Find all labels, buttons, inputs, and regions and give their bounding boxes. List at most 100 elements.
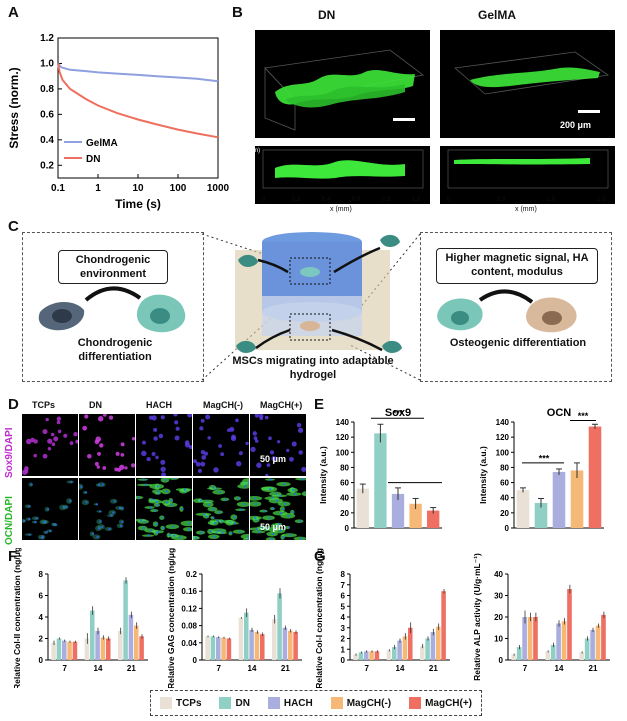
col1-bar [397,640,402,660]
alp-bar [522,617,527,660]
nucleus-dot [158,433,164,439]
col1-y-tick-label: 5 [341,602,346,611]
col2-bar [100,637,106,660]
nucleus-dot [94,439,100,445]
alp-y-tick-label: 20 [494,613,503,622]
nucleus-dot [84,491,88,494]
alp-y-tick-label: 10 [494,635,503,644]
nucleus-dot [115,451,120,456]
b-scale-label: 200 μm [560,120,592,130]
b-x-tick-label: 0.5 [497,197,506,203]
panel-label-b: B [232,4,243,21]
b-x-tick-label: 0.8 [382,197,391,203]
ocn-stain [293,536,306,540]
ocn-y-label: Intensity (a.u.) [478,446,488,504]
alp-y-tick-label: 30 [494,592,503,601]
migration-arrow-icon [331,328,383,352]
chondrocyte-cell-icon [38,301,85,331]
nucleus-dot [298,450,303,455]
col1-bar [369,651,374,660]
panel-label-c: C [8,218,19,235]
nucleus-dot [244,485,247,488]
a-y-tick-label: 1.2 [40,33,54,44]
d-column-label: HACH [146,400,172,410]
nucleus-dot [47,438,53,444]
sox9-bar [409,503,422,528]
nucleus-dot [112,511,115,514]
nucleus-dot [271,456,277,462]
nucleus-dot [57,429,62,434]
ocn-stain [168,478,179,480]
col1-y-tick-label: 0 [341,656,346,665]
nucleus-dot [96,465,100,469]
nucleus-dot [108,527,111,531]
nucleus-dot [245,441,249,445]
nucleus-dot [254,414,260,418]
col2-y-tick-label: 8 [39,570,44,579]
micrograph-render [82,414,135,472]
ocn-sig-label: *** [539,453,550,463]
nucleus-dot [28,533,31,536]
nucleus-dot [230,435,237,441]
a-x-tick-label: 1 [95,183,101,194]
nucleus-dot [160,415,165,420]
nucleus-dot [282,535,285,539]
col1-y-tick-label: 4 [341,613,346,622]
nucleus-dot [184,440,190,445]
nucleus-dot [174,435,180,441]
nucleus-dot [233,516,237,519]
panel-label-f: F [8,548,18,565]
hydrogel-cylinder [235,232,390,350]
ocn-micrograph [193,478,249,540]
ocn-title: OCN [547,407,572,419]
col1-bar [420,646,425,660]
gag-bar [277,593,282,660]
micrograph-render [193,414,249,473]
ocn-row-label: OCN/DAPI [4,496,15,545]
nucleus-dot [151,415,157,421]
nucleus-dot [212,486,215,489]
col1-y-tick-label: 1 [341,645,346,654]
b-x-tick-label: 0.6 [352,197,361,203]
col2-bar [51,642,56,660]
gag-bar [216,637,221,660]
nucleus-dot [142,440,146,445]
nucleus-dot [224,498,228,501]
legend-item: MagCH(+) [409,697,472,709]
ocn-stain [136,495,144,500]
gag-bar [205,636,210,660]
col1-y-tick-label: 2 [341,635,346,644]
nucleus-dot [155,455,159,460]
col2-bar [106,638,111,660]
nucleus-dot [43,520,46,524]
nucleus-dot [142,478,146,481]
alp-x-tick-label: 14 [555,664,564,673]
legend-item: MagCH(-) [330,697,391,709]
col1-x-tick-label: 14 [396,664,405,673]
gag-y-tick-label: 0.12 [181,604,197,613]
col2-x-tick-label: 14 [94,664,103,673]
nucleus-dot [268,436,272,441]
nucleus-dot [87,453,92,459]
gag-bar [288,630,293,660]
legend-item: DN [219,697,250,709]
ocn-stain [236,501,249,507]
nucleus-dot [258,414,264,419]
nucleus-dot [265,473,269,476]
magnetic-signal-box: Higher magnetic signal, HA content, modu… [436,248,598,284]
nucleus-dot [24,469,29,474]
ocn-micrograph: 50 μm [250,478,306,540]
alp-x-tick-label: 7 [523,664,528,673]
alp-bar [595,625,601,660]
alp-y-label: Relative ALP activity (U/g·mL⁻¹) [472,553,482,681]
nucleus-dot [218,529,221,533]
nucleus-dot [98,510,102,513]
legend-label: TCPs [175,697,202,709]
nucleus-dot [200,450,206,455]
nucleus-dot [183,488,187,491]
nucleus-dot [151,452,156,457]
nucleus-dot [230,532,233,535]
legend-label: HACH [283,697,313,709]
nucleus-dot [270,537,273,540]
d-scale-label: 50 μm [260,454,287,464]
